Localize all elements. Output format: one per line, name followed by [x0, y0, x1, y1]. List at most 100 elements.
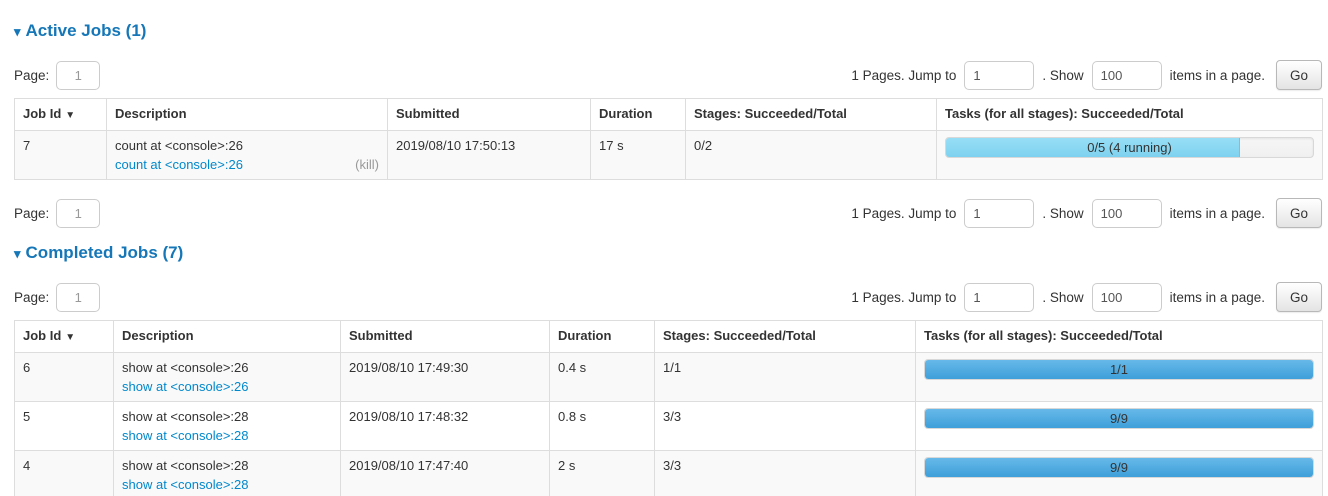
description-cell: count at <console>:26 count at <console>…	[106, 130, 388, 180]
progress-label: 9/9	[1109, 411, 1129, 426]
job-id-cell: 4	[14, 450, 114, 496]
submitted-cell: 2019/08/10 17:47:40	[340, 450, 550, 496]
column-header-stages[interactable]: Stages: Succeeded/Total	[685, 98, 937, 131]
job-id-cell: 6	[14, 352, 114, 402]
stages-cell: 0/2	[685, 130, 937, 180]
progress-label: 0/5 (4 running)	[1087, 140, 1172, 155]
active-jobs-header-row: Job Id ▼ Description Submitted Duration S…	[14, 98, 1323, 131]
task-progress-bar: 0/5 (4 running)	[945, 137, 1314, 158]
column-header-submitted[interactable]: Submitted	[387, 98, 591, 131]
task-progress-bar: 1/1	[924, 359, 1314, 380]
pages-jump-text: 1 Pages. Jump to	[851, 67, 957, 83]
column-header-duration[interactable]: Duration	[549, 320, 655, 353]
job-description-text: show at <console>:28	[122, 458, 249, 473]
completed-jobs-table: Job Id ▼ Description Submitted Duration S…	[14, 320, 1323, 496]
task-progress-bar: 9/9	[924, 408, 1314, 429]
submitted-cell: 2019/08/10 17:50:13	[387, 130, 591, 180]
description-cell: show at <console>:28 show at <console>:2…	[113, 401, 341, 451]
page-label: Page:	[14, 205, 50, 221]
completed-jobs-header-row: Job Id ▼ Description Submitted Duration S…	[14, 320, 1323, 353]
progress-label: 9/9	[1109, 460, 1129, 475]
show-text: . Show	[1042, 67, 1084, 83]
stages-cell: 3/3	[654, 401, 916, 451]
description-cell: show at <console>:26 show at <console>:2…	[113, 352, 341, 402]
jump-to-page-input[interactable]	[964, 282, 1035, 312]
column-header-description[interactable]: Description	[113, 320, 341, 353]
task-progress-bar: 9/9	[924, 457, 1314, 478]
page-number-input[interactable]	[56, 282, 101, 312]
go-button[interactable]: Go	[1275, 198, 1322, 228]
sort-desc-icon: ▼	[65, 110, 76, 121]
collapse-arrow-icon: ▾	[14, 245, 21, 261]
column-header-job-id[interactable]: Job Id ▼	[14, 320, 114, 353]
running-progress-fill	[946, 138, 1240, 157]
column-header-description[interactable]: Description	[106, 98, 388, 131]
stages-cell: 1/1	[654, 352, 916, 402]
page-label: Page:	[14, 289, 50, 305]
completed-jobs-header[interactable]: ▾ Completed Jobs (7)	[14, 243, 1322, 263]
column-header-tasks[interactable]: Tasks (for all stages): Succeeded/Total	[936, 98, 1323, 131]
page-number-input[interactable]	[56, 60, 101, 90]
job-id-cell: 7	[14, 130, 107, 180]
collapse-arrow-icon: ▾	[14, 23, 21, 39]
active-jobs-title: Active Jobs (1)	[25, 21, 147, 40]
items-per-page-input[interactable]	[1091, 60, 1162, 90]
column-header-tasks[interactable]: Tasks (for all stages): Succeeded/Total	[915, 320, 1323, 353]
description-cell: show at <console>:28 show at <console>:2…	[113, 450, 341, 496]
completed-job-row: 5 show at <console>:28 show at <console>…	[14, 401, 1323, 451]
tasks-cell: 9/9	[915, 401, 1323, 451]
job-description-text: show at <console>:28	[122, 409, 249, 424]
job-detail-link[interactable]: show at <console>:26	[122, 379, 249, 394]
kill-job-link[interactable]: (kill)	[355, 157, 379, 172]
go-button[interactable]: Go	[1275, 60, 1322, 90]
completed-jobs-title: Completed Jobs (7)	[25, 243, 184, 262]
completed-progress-fill	[925, 360, 1313, 379]
completed-jobs-pagination-top: Page: 1 Pages. Jump to . Show items in a…	[14, 282, 1322, 312]
duration-cell: 17 s	[590, 130, 686, 180]
pages-jump-text: 1 Pages. Jump to	[851, 205, 957, 221]
column-header-duration[interactable]: Duration	[590, 98, 686, 131]
jump-to-page-input[interactable]	[964, 198, 1035, 228]
active-jobs-header[interactable]: ▾ Active Jobs (1)	[14, 21, 1322, 41]
submitted-cell: 2019/08/10 17:49:30	[340, 352, 550, 402]
items-in-page-text: items in a page.	[1169, 67, 1265, 83]
pages-jump-text: 1 Pages. Jump to	[851, 289, 957, 305]
job-description-text: show at <console>:26	[122, 360, 249, 375]
progress-label: 1/1	[1109, 362, 1129, 377]
active-jobs-table: Job Id ▼ Description Submitted Duration S…	[14, 98, 1323, 180]
completed-progress-fill	[925, 409, 1313, 428]
completed-job-row: 6 show at <console>:26 show at <console>…	[14, 352, 1323, 402]
items-per-page-input[interactable]	[1091, 282, 1162, 312]
active-jobs-pagination-bottom: Page: 1 Pages. Jump to . Show items in a…	[14, 198, 1322, 228]
duration-cell: 0.8 s	[549, 401, 655, 451]
column-header-stages[interactable]: Stages: Succeeded/Total	[654, 320, 916, 353]
active-job-row: 7 count at <console>:26 count at <consol…	[14, 130, 1323, 180]
job-detail-link[interactable]: show at <console>:28	[122, 428, 249, 443]
duration-cell: 2 s	[549, 450, 655, 496]
go-button[interactable]: Go	[1275, 282, 1322, 312]
jump-to-page-input[interactable]	[964, 60, 1035, 90]
completed-progress-fill	[925, 458, 1313, 477]
sort-desc-icon: ▼	[65, 332, 76, 343]
job-detail-link[interactable]: count at <console>:26	[115, 157, 243, 172]
completed-job-row: 4 show at <console>:28 show at <console>…	[14, 450, 1323, 496]
job-id-cell: 5	[14, 401, 114, 451]
duration-cell: 0.4 s	[549, 352, 655, 402]
show-text: . Show	[1042, 289, 1084, 305]
active-jobs-pagination-top: Page: 1 Pages. Jump to . Show items in a…	[14, 60, 1322, 90]
stages-cell: 3/3	[654, 450, 916, 496]
column-header-job-id[interactable]: Job Id ▼	[14, 98, 107, 131]
items-in-page-text: items in a page.	[1169, 205, 1265, 221]
column-header-submitted[interactable]: Submitted	[340, 320, 550, 353]
job-description-text: count at <console>:26	[115, 138, 243, 153]
jobs-page: ▾ Active Jobs (1) Page: 1 Pages. Jump to…	[14, 21, 1323, 496]
show-text: . Show	[1042, 205, 1084, 221]
items-in-page-text: items in a page.	[1169, 289, 1265, 305]
page-label: Page:	[14, 67, 50, 83]
items-per-page-input[interactable]	[1091, 198, 1162, 228]
submitted-cell: 2019/08/10 17:48:32	[340, 401, 550, 451]
tasks-cell: 1/1	[915, 352, 1323, 402]
tasks-cell: 9/9	[915, 450, 1323, 496]
job-detail-link[interactable]: show at <console>:28	[122, 477, 249, 492]
page-number-input[interactable]	[56, 198, 101, 228]
